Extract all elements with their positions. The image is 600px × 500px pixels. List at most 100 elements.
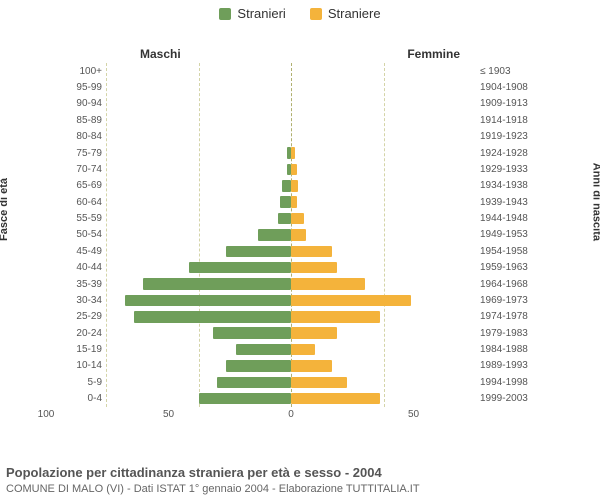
- age-row: 35-39 1964-1968: [60, 276, 540, 292]
- legend-item-male: Stranieri: [219, 6, 285, 21]
- bar-area: [106, 210, 476, 226]
- age-row: 70-74 1929-1933: [60, 161, 540, 177]
- bar-area: [106, 79, 476, 95]
- x-tick: 0: [288, 409, 294, 420]
- age-label: 75-79: [60, 148, 106, 159]
- age-row: 30-341969-1973: [60, 292, 540, 308]
- age-label: 55-59: [60, 213, 106, 224]
- age-label: 90-94: [60, 98, 106, 109]
- x-tick: 50: [163, 409, 174, 420]
- birth-year-label: 1919-1923: [476, 131, 540, 142]
- footer: Popolazione per cittadinanza straniera p…: [6, 465, 420, 496]
- age-row: 90-94 1909-1913: [60, 96, 540, 112]
- age-row: 80-84 1919-1923: [60, 129, 540, 145]
- legend: Stranieri Straniere: [0, 0, 600, 21]
- bar-male: [282, 180, 291, 191]
- bar-area: [106, 227, 476, 243]
- birth-year-label: 1974-1978: [476, 311, 540, 322]
- bar-male: [226, 360, 291, 371]
- birth-year-label: 1944-1948: [476, 213, 540, 224]
- birth-year-label: 1979-1983: [476, 328, 540, 339]
- birth-year-label: 1929-1933: [476, 164, 540, 175]
- age-label: 85-89: [60, 115, 106, 126]
- age-row: 5-91994-1998: [60, 374, 540, 390]
- y-axis-label-left: Fasce di età: [0, 178, 10, 241]
- age-label: 15-19: [60, 344, 106, 355]
- legend-item-female: Straniere: [310, 6, 381, 21]
- bar-male: [134, 311, 291, 322]
- bar-male: [226, 246, 291, 257]
- bar-male: [199, 393, 292, 404]
- age-label: 80-84: [60, 131, 106, 142]
- age-label: 50-54: [60, 229, 106, 240]
- bar-male: [278, 213, 291, 224]
- bar-area: [106, 161, 476, 177]
- birth-year-label: 1984-1988: [476, 344, 540, 355]
- bar-area: [106, 243, 476, 259]
- bar-female: [291, 327, 337, 338]
- bar-area: [106, 112, 476, 128]
- bar-area: [106, 358, 476, 374]
- x-tick: 100: [38, 409, 55, 420]
- bar-female: [291, 295, 411, 306]
- legend-swatch-male: [219, 8, 231, 20]
- age-label: 70-74: [60, 164, 106, 175]
- bar-male: [189, 262, 291, 273]
- birth-year-label: 1954-1958: [476, 246, 540, 257]
- age-row: 85-891914-1918: [60, 112, 540, 128]
- bar-area: [106, 194, 476, 210]
- age-row: 40-44 1959-1963: [60, 260, 540, 276]
- age-row: 55-59 1944-1948: [60, 210, 540, 226]
- birth-year-label: 1909-1913: [476, 98, 540, 109]
- bar-area: [106, 63, 476, 79]
- age-row: 75-791924-1928: [60, 145, 540, 161]
- bar-female: [291, 262, 337, 273]
- birth-year-label: 1939-1943: [476, 197, 540, 208]
- bar-area: [106, 309, 476, 325]
- bar-area: [106, 178, 476, 194]
- bar-female: [291, 246, 332, 257]
- age-label: 40-44: [60, 262, 106, 273]
- bar-area: [106, 325, 476, 341]
- bar-female: [291, 147, 295, 158]
- birth-year-label: 1959-1963: [476, 262, 540, 273]
- bar-area: [106, 292, 476, 308]
- bar-female: [291, 229, 306, 240]
- age-row: 65-691934-1938: [60, 178, 540, 194]
- age-label: 100+: [60, 66, 106, 77]
- age-row: 60-641939-1943: [60, 194, 540, 210]
- bar-female: [291, 311, 380, 322]
- bar-female: [291, 393, 380, 404]
- bar-male: [280, 196, 291, 207]
- bar-female: [291, 196, 297, 207]
- bar-area: [106, 96, 476, 112]
- age-label: 10-14: [60, 360, 106, 371]
- bar-female: [291, 360, 332, 371]
- birth-year-label: 1949-1953: [476, 229, 540, 240]
- footer-subtitle: COMUNE DI MALO (VI) - Dati ISTAT 1° genn…: [6, 482, 420, 496]
- rows: 100+≤ 190395-991904-190890-941909-191385…: [60, 63, 540, 407]
- birth-year-label: 1934-1938: [476, 180, 540, 191]
- bar-area: [106, 276, 476, 292]
- bar-area: [106, 374, 476, 390]
- age-label: 45-49: [60, 246, 106, 257]
- pyramid-chart: Maschi Femmine Fasce di età Anni di nasc…: [0, 21, 600, 451]
- x-tick: 50: [408, 409, 419, 420]
- y-axis-label-right: Anni di nascita: [590, 163, 600, 241]
- plot-area: 100+≤ 190395-991904-190890-941909-191385…: [60, 63, 540, 407]
- age-row: 15-19 1984-1988: [60, 341, 540, 357]
- bar-female: [291, 164, 297, 175]
- birth-year-label: 1964-1968: [476, 279, 540, 290]
- age-row: 0-41999-2003: [60, 391, 540, 407]
- bar-male: [236, 344, 292, 355]
- birth-year-label: ≤ 1903: [476, 66, 540, 77]
- age-label: 25-29: [60, 311, 106, 322]
- bar-female: [291, 180, 298, 191]
- age-label: 35-39: [60, 279, 106, 290]
- age-label: 95-99: [60, 82, 106, 93]
- bar-male: [143, 278, 291, 289]
- age-row: 25-29 1974-1978: [60, 309, 540, 325]
- bar-female: [291, 344, 315, 355]
- bar-female: [291, 278, 365, 289]
- legend-label-female: Straniere: [328, 6, 381, 21]
